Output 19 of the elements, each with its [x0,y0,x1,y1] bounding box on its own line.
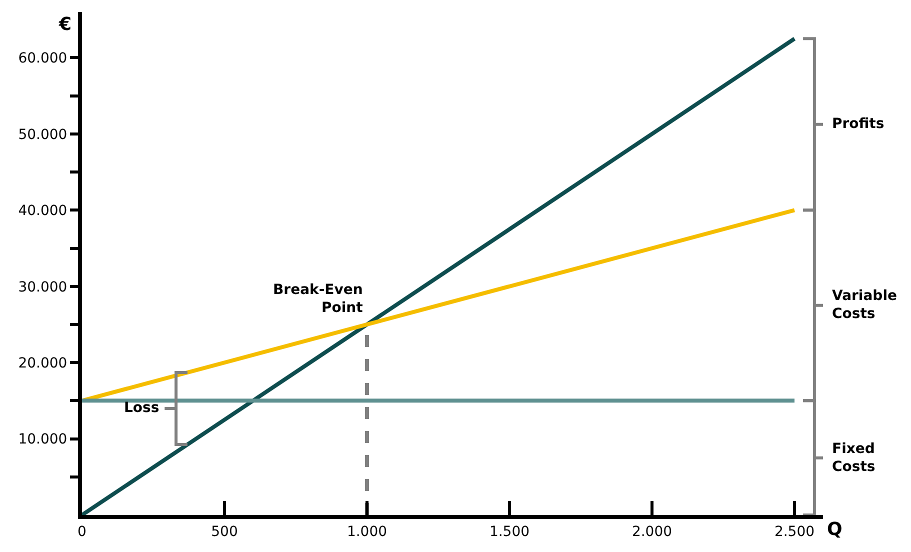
y-tick-label: 60.000 [18,50,68,67]
annotation: Loss [124,400,160,416]
annotation: Profits [832,116,884,132]
y-axis-title: € [58,14,72,35]
x-tick-label: 1.000 [346,524,388,540]
annotation: Variable Costs [832,288,897,322]
annotation: Fixed Costs [832,441,876,476]
x-tick-label: 0 [78,524,86,540]
y-tick-label: 50.000 [18,126,68,143]
x-tick-label: 500 [211,524,238,540]
y-tick-label: 20.000 [18,355,68,372]
x-tick-label: 1.500 [489,524,530,540]
x-axis-title: Q [827,519,842,540]
x-tick-label: 2.000 [632,524,672,540]
x-tick-label: 2.500 [774,524,815,540]
y-tick-label: 30.000 [18,279,68,296]
y-tick-label: 40.000 [18,203,68,220]
y-tick-label: 10.000 [18,432,68,448]
annotation: Break-Even Point [273,282,364,316]
